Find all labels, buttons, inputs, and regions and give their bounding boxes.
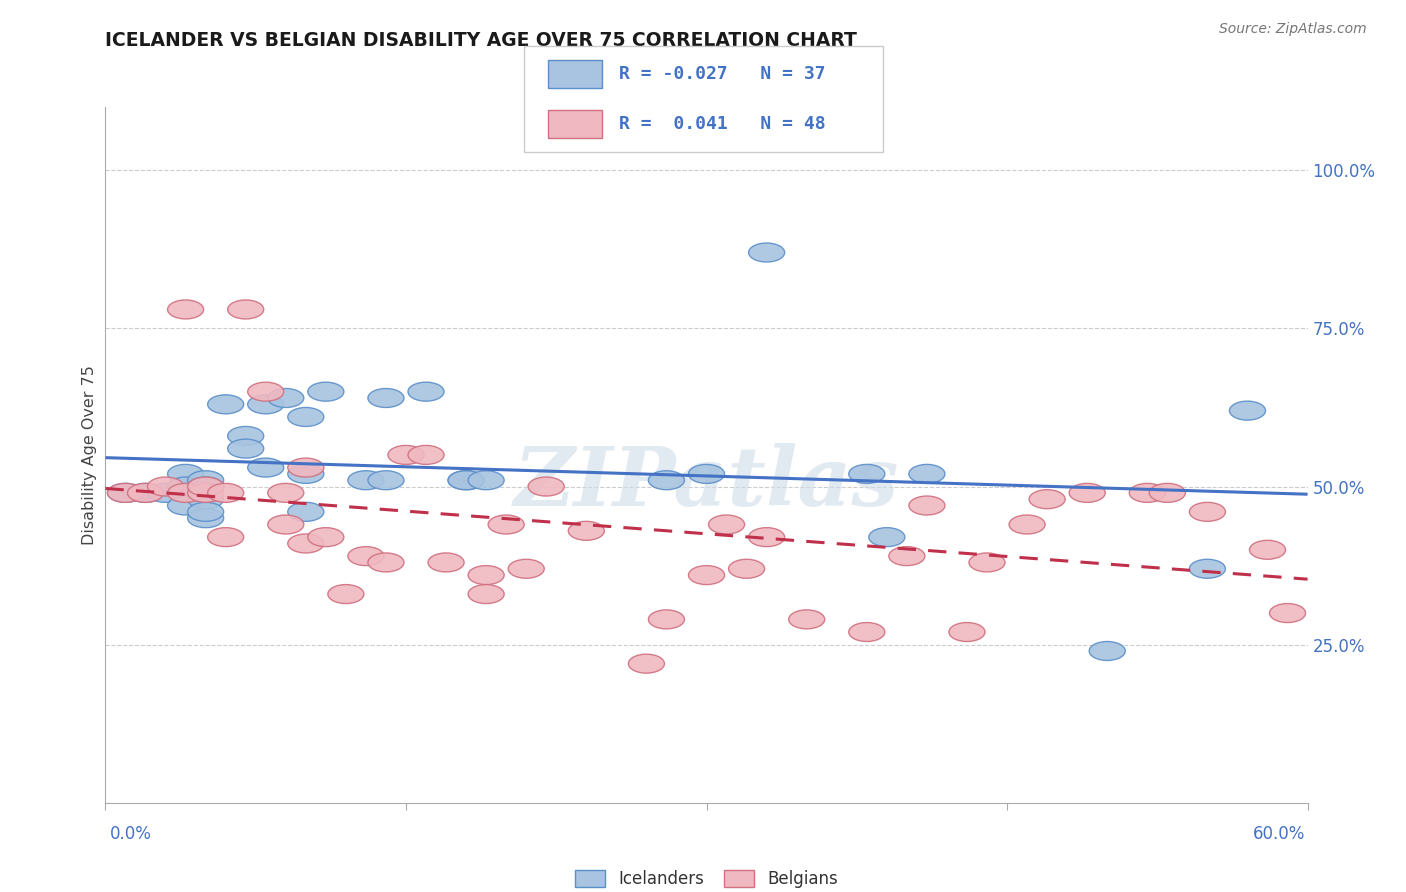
Ellipse shape <box>148 483 184 502</box>
Text: ZIPatlas: ZIPatlas <box>513 442 900 523</box>
Ellipse shape <box>748 528 785 547</box>
Ellipse shape <box>368 389 404 408</box>
Ellipse shape <box>709 515 745 534</box>
Ellipse shape <box>1090 641 1125 660</box>
Ellipse shape <box>167 496 204 515</box>
Ellipse shape <box>969 553 1005 572</box>
Ellipse shape <box>187 471 224 490</box>
Ellipse shape <box>368 553 404 572</box>
Ellipse shape <box>267 389 304 408</box>
Ellipse shape <box>849 465 884 483</box>
Ellipse shape <box>308 382 344 401</box>
Ellipse shape <box>228 426 264 445</box>
Ellipse shape <box>347 547 384 566</box>
Ellipse shape <box>107 483 143 502</box>
Ellipse shape <box>288 502 323 521</box>
Ellipse shape <box>449 471 484 490</box>
Ellipse shape <box>1149 483 1185 502</box>
Ellipse shape <box>1189 502 1226 521</box>
Ellipse shape <box>167 477 204 496</box>
Text: 0.0%: 0.0% <box>110 825 152 843</box>
Ellipse shape <box>1029 490 1066 508</box>
Ellipse shape <box>187 508 224 528</box>
Ellipse shape <box>427 553 464 572</box>
Ellipse shape <box>247 382 284 401</box>
Ellipse shape <box>468 471 505 490</box>
Ellipse shape <box>1189 559 1226 578</box>
Ellipse shape <box>247 458 284 477</box>
Ellipse shape <box>288 465 323 483</box>
Ellipse shape <box>648 471 685 490</box>
Ellipse shape <box>689 566 724 584</box>
Ellipse shape <box>728 559 765 578</box>
Ellipse shape <box>187 502 224 521</box>
Ellipse shape <box>468 566 505 584</box>
Legend: Icelanders, Belgians: Icelanders, Belgians <box>575 871 838 888</box>
Ellipse shape <box>1129 483 1166 502</box>
Ellipse shape <box>1250 541 1285 559</box>
Ellipse shape <box>128 483 163 502</box>
Ellipse shape <box>167 465 204 483</box>
Ellipse shape <box>228 439 264 458</box>
Ellipse shape <box>107 483 143 502</box>
Ellipse shape <box>167 483 204 502</box>
Ellipse shape <box>208 483 243 502</box>
Ellipse shape <box>187 483 224 502</box>
Ellipse shape <box>347 471 384 490</box>
Ellipse shape <box>689 465 724 483</box>
Ellipse shape <box>267 483 304 502</box>
Ellipse shape <box>128 483 163 502</box>
Ellipse shape <box>468 584 505 604</box>
Ellipse shape <box>748 243 785 262</box>
Ellipse shape <box>908 465 945 483</box>
Ellipse shape <box>187 477 224 496</box>
Ellipse shape <box>408 445 444 465</box>
Ellipse shape <box>208 528 243 547</box>
Ellipse shape <box>1229 401 1265 420</box>
Ellipse shape <box>267 515 304 534</box>
Text: Source: ZipAtlas.com: Source: ZipAtlas.com <box>1219 22 1367 37</box>
Ellipse shape <box>167 300 204 319</box>
Ellipse shape <box>308 528 344 547</box>
Ellipse shape <box>1010 515 1045 534</box>
Ellipse shape <box>228 300 264 319</box>
Ellipse shape <box>1069 483 1105 502</box>
Ellipse shape <box>148 477 184 496</box>
Ellipse shape <box>508 559 544 578</box>
Ellipse shape <box>288 458 323 477</box>
Ellipse shape <box>328 584 364 604</box>
Ellipse shape <box>869 528 905 547</box>
Ellipse shape <box>529 477 564 496</box>
Ellipse shape <box>288 408 323 426</box>
Ellipse shape <box>368 471 404 490</box>
Ellipse shape <box>388 445 425 465</box>
Ellipse shape <box>889 547 925 566</box>
Text: ICELANDER VS BELGIAN DISABILITY AGE OVER 75 CORRELATION CHART: ICELANDER VS BELGIAN DISABILITY AGE OVER… <box>105 31 858 50</box>
Text: 60.0%: 60.0% <box>1253 825 1305 843</box>
Ellipse shape <box>949 623 986 641</box>
Ellipse shape <box>187 490 224 508</box>
Y-axis label: Disability Age Over 75: Disability Age Over 75 <box>82 365 97 545</box>
Text: R =  0.041   N = 48: R = 0.041 N = 48 <box>619 115 825 133</box>
Ellipse shape <box>849 623 884 641</box>
Ellipse shape <box>247 395 284 414</box>
Ellipse shape <box>187 477 224 496</box>
Ellipse shape <box>1270 604 1306 623</box>
Ellipse shape <box>648 610 685 629</box>
Ellipse shape <box>288 534 323 553</box>
Ellipse shape <box>908 496 945 515</box>
Ellipse shape <box>488 515 524 534</box>
Ellipse shape <box>449 471 484 490</box>
Ellipse shape <box>628 654 665 673</box>
Ellipse shape <box>208 395 243 414</box>
Ellipse shape <box>789 610 825 629</box>
Ellipse shape <box>408 382 444 401</box>
Text: R = -0.027   N = 37: R = -0.027 N = 37 <box>619 65 825 83</box>
Ellipse shape <box>568 521 605 541</box>
